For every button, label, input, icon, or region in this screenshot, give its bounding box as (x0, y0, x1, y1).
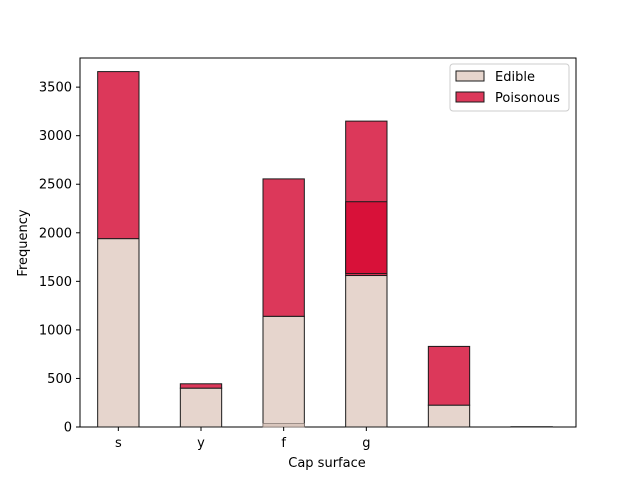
y-tick-label-2000: 2000 (39, 226, 72, 241)
bar-edible-g (345, 275, 388, 428)
bar-poisonous-y (179, 383, 223, 389)
bar-poisonous-f (262, 178, 305, 317)
y-tick-label-3500: 3500 (39, 81, 72, 96)
bar-poisonous-s (97, 71, 140, 240)
legend-label-poisonous: Poisonous (495, 91, 560, 106)
y-tick-label-1500: 1500 (39, 275, 72, 290)
x-axis-label: Cap surface (288, 456, 365, 471)
y-tick-label-0: 0 (64, 421, 72, 436)
legend-swatch-poisonous (455, 91, 485, 103)
bar-faint-f (262, 423, 305, 428)
x-tick-label-y: y (197, 436, 205, 451)
x-tick-label-g: g (362, 436, 370, 451)
bar-edible-s (97, 238, 140, 428)
bar-edible-y (179, 387, 223, 428)
x-tick-label-s: s (115, 436, 122, 451)
y-tick-label-500: 500 (47, 372, 72, 387)
plot-frame (79, 57, 577, 428)
legend: Edible Poisonous (449, 63, 570, 112)
y-tick-label-2500: 2500 (39, 178, 72, 193)
bar-overlay-g (345, 201, 388, 275)
y-axis: 0 500 1000 1500 2000 2500 3000 3500 (39, 81, 80, 436)
bar-edible-cat4 (427, 404, 471, 428)
legend-label-edible: Edible (495, 70, 535, 85)
bar-poisonous-cat4 (427, 345, 471, 406)
x-tick-label-f: f (281, 436, 286, 451)
plot-area (79, 57, 577, 428)
legend-swatch-edible (455, 70, 485, 82)
y-axis-label: Frequency (16, 209, 31, 276)
y-tick-label-3000: 3000 (39, 129, 72, 144)
bar-edible-f (262, 315, 305, 428)
bars-layer (97, 71, 553, 428)
y-tick-label-1000: 1000 (39, 323, 72, 338)
